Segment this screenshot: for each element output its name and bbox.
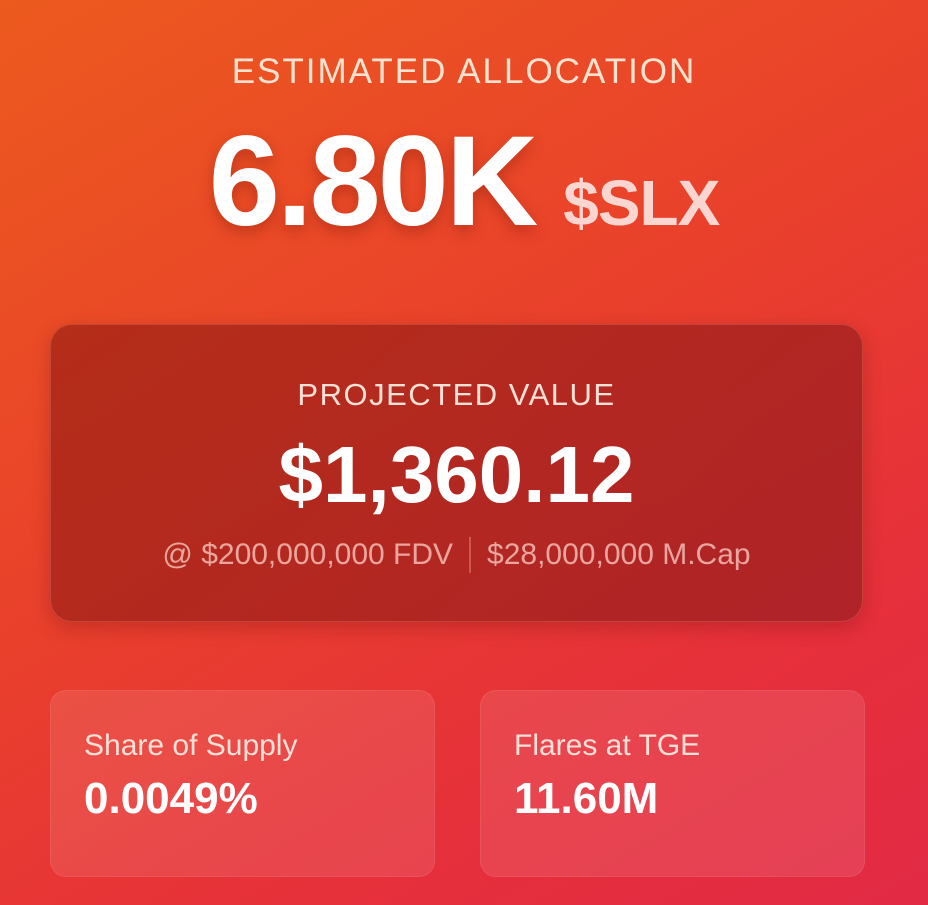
valuation-details: @ $200,000,000 FDV $28,000,000 M.Cap <box>51 537 862 573</box>
projected-value-amount: $1,360.12 <box>278 430 635 519</box>
estimated-allocation-label: ESTIMATED ALLOCATION <box>231 52 697 91</box>
market-cap-text: $28,000,000 M.Cap <box>487 538 751 571</box>
share-of-supply-card: Share of Supply 0.0049% <box>50 690 435 877</box>
flares-at-tge-value: 11.60M <box>514 774 659 823</box>
projected-value-card: PROJECTED VALUE $1,360.12 @ $200,000,000… <box>50 324 863 622</box>
share-of-supply-label: Share of Supply <box>84 729 298 762</box>
valuation-divider <box>469 537 472 573</box>
allocation-display: 6.80K $SLX <box>0 118 928 246</box>
fdv-text: @ $200,000,000 FDV <box>162 538 454 571</box>
flares-at-tge-label: Flares at TGE <box>514 729 701 762</box>
projected-value-label: PROJECTED VALUE <box>297 377 616 412</box>
token-ticker: $SLX <box>563 167 720 239</box>
flares-at-tge-card: Flares at TGE 11.60M <box>480 690 865 877</box>
allocation-amount: 6.80K <box>208 110 539 253</box>
share-of-supply-value: 0.0049% <box>84 774 258 823</box>
